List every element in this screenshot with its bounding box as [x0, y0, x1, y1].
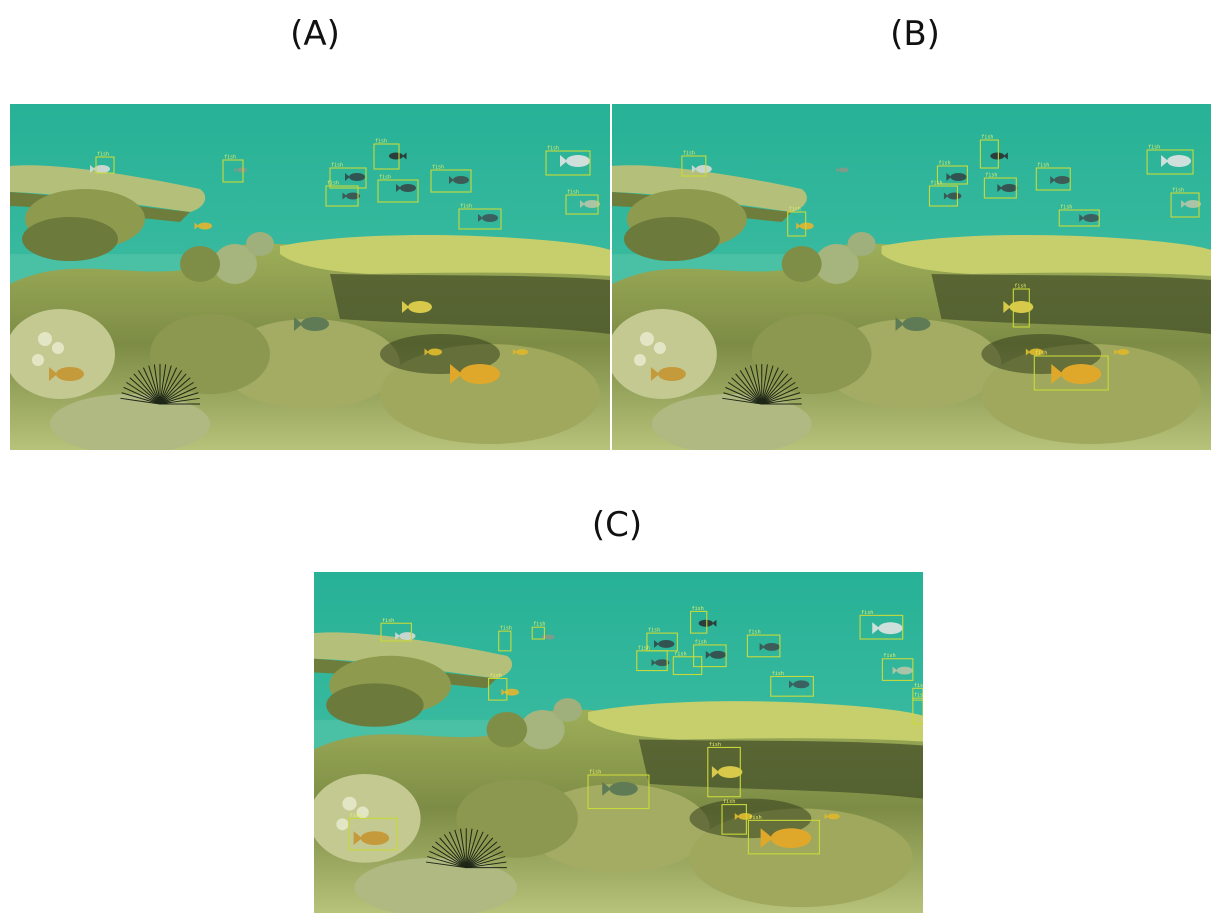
svg-text:fish: fish — [638, 645, 650, 651]
svg-text:fish: fish — [1014, 283, 1026, 289]
svg-text:fish: fish — [97, 152, 109, 158]
svg-text:fish: fish — [1060, 204, 1072, 210]
svg-text:fish: fish — [432, 165, 444, 171]
svg-text:fish: fish — [749, 815, 761, 821]
svg-text:fish: fish — [350, 813, 362, 819]
svg-text:fish: fish — [985, 172, 997, 178]
svg-text:fish: fish — [938, 160, 950, 166]
svg-text:fish: fish — [375, 139, 387, 145]
svg-text:fish: fish — [382, 618, 394, 624]
underwater-image-a: fish fish fish fish fish fish fish fish fish fish — [10, 104, 610, 450]
panel-label-b: (B) — [855, 14, 975, 54]
svg-text:fish: fish — [589, 770, 601, 776]
svg-text:fish: fish — [772, 671, 784, 677]
svg-text:fish: fish — [500, 626, 512, 632]
svg-text:fish: fish — [460, 204, 472, 210]
svg-text:fish: fish — [723, 799, 735, 805]
svg-text:fish: fish — [789, 206, 801, 212]
svg-text:fish: fish — [692, 606, 704, 612]
svg-text:fish: fish — [861, 610, 873, 616]
svg-text:fish: fish — [883, 653, 895, 659]
svg-text:fish: fish — [379, 175, 391, 181]
scene-svg-c: fish fish fish fish fish fish fish fish fish fish… — [314, 572, 923, 913]
svg-text:fish: fish — [930, 180, 942, 186]
svg-text:fish: fish — [709, 742, 721, 748]
svg-text:fish: fish — [748, 630, 760, 636]
underwater-image-b: fish fish fish fish fish fish fish fish fish fish… — [612, 104, 1211, 450]
svg-text:fish: fish — [490, 673, 502, 679]
svg-text:fish: fish — [1035, 350, 1047, 356]
panel-label-a: (A) — [255, 14, 375, 54]
svg-text:fish: fish — [1037, 162, 1049, 168]
svg-text:fish: fish — [981, 134, 993, 140]
svg-text:fish: fish — [533, 622, 545, 628]
svg-text:fish: fish — [224, 155, 236, 161]
scene-svg-a: fish fish fish fish fish fish fish fish fish fish — [10, 104, 610, 450]
svg-text:fish: fish — [695, 640, 707, 646]
svg-text:fish: fish — [1148, 144, 1160, 150]
svg-text:fish: fish — [674, 651, 686, 657]
scene-svg-b: fish fish fish fish fish fish fish fish fish fish… — [612, 104, 1211, 450]
underwater-image-c: fish fish fish fish fish fish fish fish fish fish… — [314, 572, 923, 913]
panel-label-c: (C) — [557, 505, 677, 545]
svg-text:fish: fish — [648, 628, 660, 634]
svg-text:fish: fish — [567, 190, 579, 196]
svg-text:fish: fish — [1172, 187, 1184, 193]
svg-text:fish: fish — [683, 150, 695, 156]
svg-text:fish: fish — [914, 683, 923, 689]
svg-text:fish: fish — [331, 163, 343, 169]
svg-text:fish: fish — [914, 693, 923, 699]
svg-text:fish: fish — [327, 181, 339, 187]
svg-text:fish: fish — [547, 146, 559, 152]
